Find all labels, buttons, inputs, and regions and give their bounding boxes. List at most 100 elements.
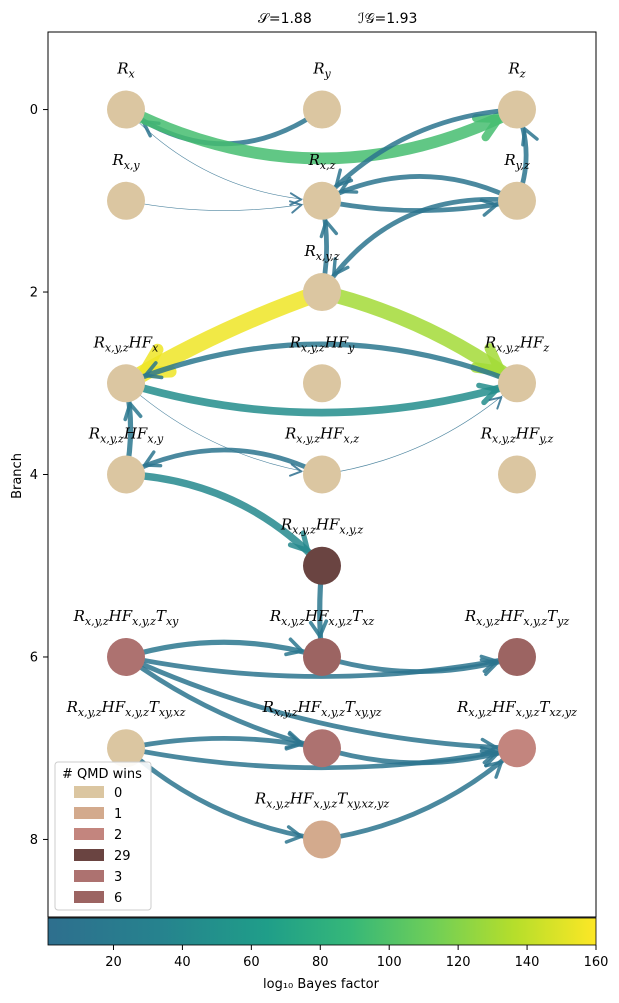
node-HFx [107,364,145,403]
legend-swatch-0 [74,786,104,798]
node-label-HFx: Rx,y,zHFx [93,333,160,354]
arrowhead-Ryz-Rz [521,127,539,147]
arrowhead-Txy-Txz [284,637,304,657]
arrowhead-HFx-HFz [476,382,500,406]
colorbar-tick-label: 20 [105,955,122,970]
edge-HFx-HFxz [125,382,323,475]
y-tick-label: 4 [30,468,38,483]
colorbar-tick-label: 60 [243,955,260,970]
node-Txzyz [498,729,536,768]
node-HFyz [498,455,536,494]
arrowhead-HFxyz-Txz [308,619,329,638]
node-Txz [303,637,341,676]
node-label-Txyyz: Rx,y,zHFx,y,zTxy,yz [262,698,382,719]
node-label-Rz: Rz [507,60,525,81]
legend-title: # QMD wins [62,767,142,782]
colorbar-tick-label: 40 [174,955,191,970]
node-label-HFy: Rx,y,zHFy [289,333,356,354]
legend-label-6: 6 [114,891,122,906]
legend-label-3: 3 [114,870,122,885]
arrowhead-HFxz-HFz [488,396,503,410]
arrowhead-Txyxz-Tall [284,825,303,844]
legend: # QMD wins 0 1 2 29 3 6 [54,761,152,911]
header-stat-s: 𝒮=1.88 [258,11,312,27]
y-tick-label: 0 [30,103,38,118]
edge-Rz-Rxz [319,107,520,204]
node-Rz [498,90,536,129]
legend-swatch-3 [74,870,104,882]
node-label-Txy: Rx,y,zHFx,y,zTxy [73,607,180,628]
node-label-Rxyz: Rx,y,z [303,242,339,263]
header-stat-ig: ℐ𝒢=1.93 [358,11,417,27]
node-Rx [107,90,145,129]
legend-label-1: 1 [114,807,122,822]
node-HFxyz [303,546,341,585]
node-label-Ryz: Ry,z [503,151,530,172]
colorbar-label: log₁₀ Bayes factor [263,977,380,992]
colorbar-tick-label: 120 [446,955,471,970]
legend-label-2: 2 [114,828,122,843]
node-label-Txyxz: Rx,y,zHFx,y,zTxy,xz [66,698,186,719]
colorbar: 20 40 60 80 100 120 140 160 log₁₀ Bayes factor [47,917,609,992]
arrowhead-Txz-Tyz [479,657,499,676]
y-axis: 0 2 4 6 8 [30,103,48,848]
nodes-layer [107,90,536,859]
colorbar-gradient [47,917,597,946]
arrowhead-Tall-Txzyz [484,760,504,779]
edge-HFxz-HFxy [123,447,325,477]
legend-swatch-1 [74,807,104,819]
edge-Ryz-Rxyz [319,196,520,295]
colorbar-tick-label: 160 [584,955,609,970]
node-label-Rxz: Rx,z [308,151,336,172]
node-label-HFyz: Rx,y,zHFy,z [480,425,554,446]
edge-Tall-Txzyz [319,745,520,842]
node-Tall [303,820,341,859]
labels-layer: Rx Ry Rz Rx,y Rx,z Ry,z Rx,y,z Rx,y,zHFx Rx,y,zH… [66,60,577,811]
node-Txyyz [303,729,341,768]
node-HFz [498,364,536,403]
colorbar-tick-label: 140 [515,955,540,970]
node-Rxz [303,181,341,220]
node-Rxyz [303,273,341,312]
legend-swatch-2 [74,828,104,840]
node-Rxy [107,181,145,220]
node-label-Txz: Rx,y,zHFx,y,zTxz [269,607,375,628]
edge-HFx-HFz [122,379,521,417]
edge-HFxy-HFxyz [122,470,326,570]
y-tick-label: 8 [30,833,38,848]
node-label-Txzyz: Rx,y,zHFx,y,zTxz,yz [456,698,577,719]
edge-Rxy-Rxz [125,200,323,211]
arrowhead-Rx-Rz [471,113,503,142]
node-Txy [107,637,145,676]
node-Ry [303,90,341,129]
edge-HFxz-HFz [321,382,518,475]
node-label-Ry: Ry [312,60,331,81]
y-tick-label: 6 [30,650,38,665]
edge-Txy-Txzyz [123,654,520,751]
node-HFxy [107,455,145,494]
node-label-HFz: Rx,y,zHFz [484,333,550,354]
node-Ryz [498,181,536,220]
edge-Txy-Tyz [123,654,520,679]
arrowhead-HFxy-HFxyz [287,530,311,553]
arrowhead-Ryz-Rxz [339,176,359,194]
node-Tyz [498,637,536,676]
legend-label-0: 0 [114,786,122,801]
colorbar-tick-label: 100 [377,955,402,970]
y-tick-label: 2 [30,286,38,301]
arrowhead-HFz-HFx [143,361,164,380]
edge-Txyxz-Txzyz [123,745,520,771]
node-label-Tall: Rx,y,zHFx,y,zTxy,xz,yz [254,789,389,810]
node-label-HFxz: Rx,y,zHFx,z [284,425,359,446]
edges-layer [117,103,539,844]
arrowhead-Txyxz-Txyyz [284,732,304,751]
arrowhead-Ryz-Rxyz [332,257,350,277]
arrowhead-Rxy-Rxz [289,200,303,214]
colorbar-tick-label: 80 [312,955,329,970]
edge-HFz-HFx [123,341,520,386]
edge-Rx-Rz [120,103,523,165]
node-Txyxz [107,729,145,768]
y-axis-title: Branch [10,453,25,499]
arrowhead-Rxyz-Rxz [319,219,339,239]
